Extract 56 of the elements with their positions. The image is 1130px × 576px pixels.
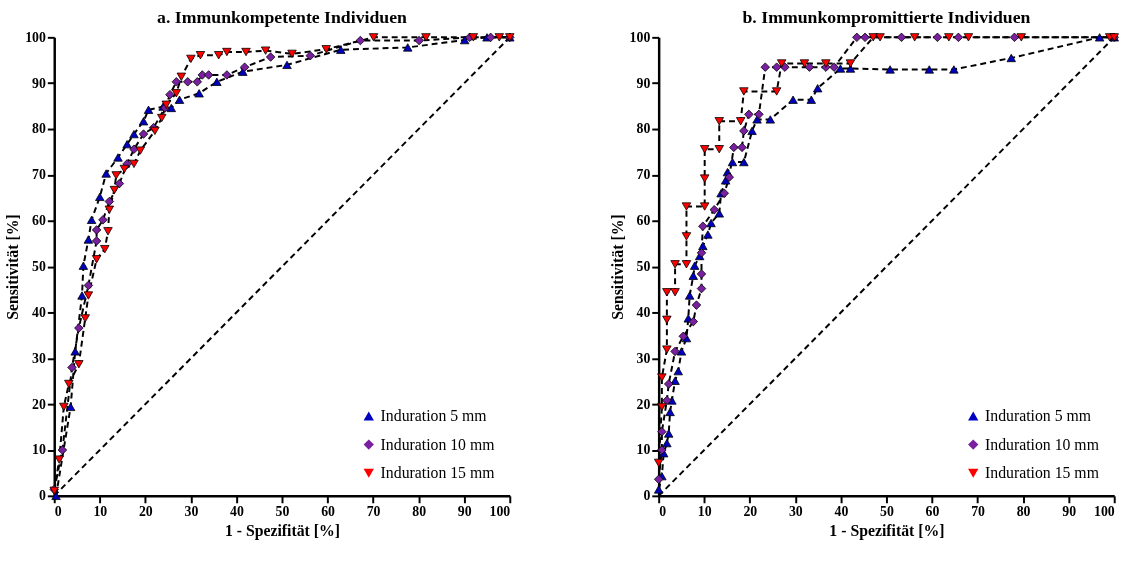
x-tick-label: 10 (93, 504, 108, 520)
x-tick-label: 90 (457, 504, 472, 520)
x-tick-label: 20 (138, 504, 153, 520)
y-tick-label: 50 (32, 259, 46, 275)
y-tick-label: 30 (32, 350, 46, 366)
chart-title: a. Immunkompetente Individuen (157, 6, 408, 27)
y-tick-label: 60 (636, 213, 651, 229)
y-tick-label: 10 (636, 442, 651, 458)
y-tick-label: 70 (32, 167, 46, 183)
legend-label: Induration 5 mm (380, 406, 488, 424)
x-axis-title: 1 - Spezifität [%] (224, 521, 341, 540)
x-tick-label: 50 (275, 504, 290, 520)
y-tick-label: 90 (636, 75, 651, 91)
y-tick-label: 0 (643, 488, 651, 504)
x-tick-label: 90 (1062, 504, 1077, 520)
x-tick-label: 60 (321, 504, 336, 520)
y-tick-label: 90 (32, 75, 46, 91)
x-tick-label: 80 (1016, 504, 1031, 520)
y-tick-label: 80 (32, 121, 46, 137)
x-tick-label: 100 (489, 504, 511, 520)
y-tick-label: 0 (38, 488, 46, 504)
chart-title: b. Immunkompromittierte Individuen (742, 6, 1031, 27)
y-axis-title: Sensitivität [%] (4, 214, 22, 320)
x-tick-label: 70 (971, 504, 986, 520)
x-tick-label: 70 (366, 504, 381, 520)
x-tick-label: 30 (184, 504, 199, 520)
legend-label: Induration 5 mm (985, 406, 1092, 424)
y-tick-label: 80 (636, 121, 651, 137)
y-axis-title: Sensitivität [%] (608, 214, 626, 320)
legend-label: Induration 10 mm (380, 435, 496, 453)
y-tick-label: 30 (636, 350, 651, 366)
x-tick-label: 40 (230, 504, 244, 520)
y-tick-label: 100 (25, 29, 46, 45)
legend-label: Induration 15 mm (985, 464, 1100, 482)
y-tick-label: 50 (636, 259, 651, 275)
y-tick-label: 10 (32, 442, 46, 458)
y-tick-label: 20 (32, 396, 46, 412)
y-tick-label: 40 (32, 304, 46, 320)
x-axis-title: 1 - Spezifität [%] (829, 521, 945, 540)
y-tick-label: 100 (629, 29, 651, 45)
y-tick-label: 20 (636, 396, 651, 412)
x-tick-label: 80 (412, 504, 427, 520)
x-tick-label: 20 (743, 504, 758, 520)
x-tick-label: 30 (788, 504, 803, 520)
x-tick-label: 100 (1094, 504, 1115, 520)
legend-label: Induration 10 mm (985, 435, 1100, 453)
x-tick-label: 10 (697, 504, 712, 520)
y-tick-label: 70 (636, 167, 651, 183)
x-tick-label: 60 (925, 504, 940, 520)
x-tick-label: 40 (834, 504, 849, 520)
y-tick-label: 60 (32, 213, 46, 229)
x-tick-label: 50 (880, 504, 894, 520)
legend-label: Induration 15 mm (380, 464, 496, 482)
y-tick-label: 40 (636, 304, 651, 320)
x-tick-label: 0 (54, 504, 62, 520)
x-tick-label: 0 (659, 504, 667, 520)
